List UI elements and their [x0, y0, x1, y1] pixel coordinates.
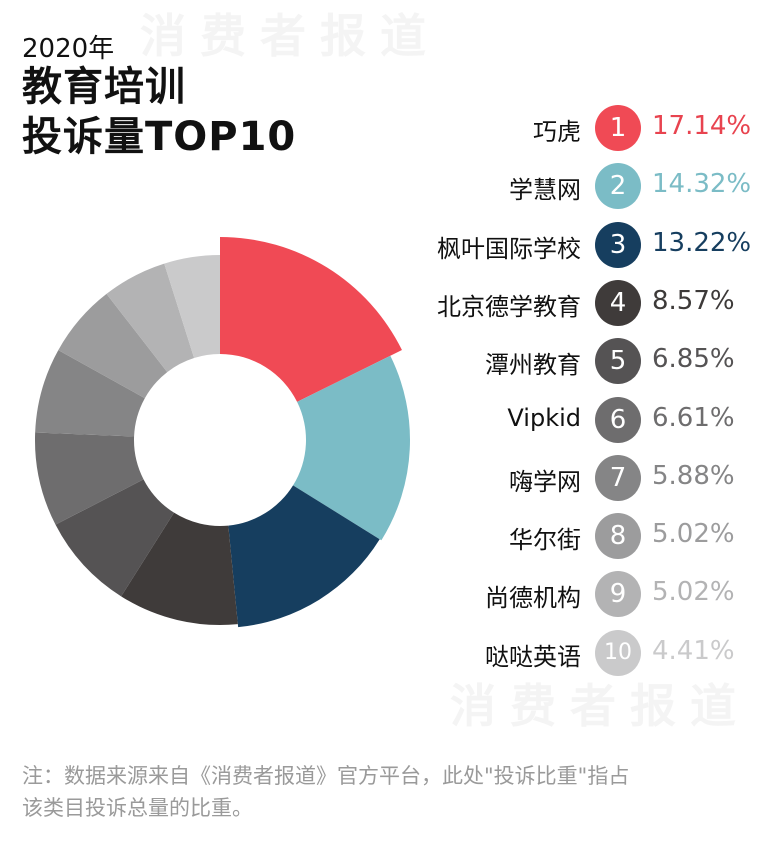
donut-slice: [58, 293, 168, 399]
legend-item: 北京德学教育 4 8.57%: [400, 278, 771, 336]
watermark-top: 消费者报道: [140, 9, 440, 63]
legend-item: 哒哒英语 10 4.41%: [400, 628, 771, 686]
legend-name: 华尔街: [509, 526, 581, 555]
legend-item: 巧虎 1 17.14%: [400, 103, 771, 161]
legend-percent: 8.57%: [652, 285, 735, 316]
watermark-bottom: 消费者报道: [450, 679, 750, 733]
legend-item: 嗨学网 7 5.88%: [400, 453, 771, 511]
legend-percent: 14.32%: [652, 169, 752, 200]
year-label: 2020年: [22, 34, 115, 64]
donut-slice: [35, 350, 145, 437]
donut-slice: [34, 432, 144, 525]
legend-name: 北京德学教育: [437, 292, 581, 321]
legend-percent: 4.41%: [652, 635, 735, 666]
title-line-1: 教育培训: [22, 64, 186, 110]
legend-name: 学慧网: [509, 176, 581, 205]
legend-name: 枫叶国际学校: [437, 234, 581, 263]
legend-percent: 5.02%: [652, 519, 735, 550]
legend-percent: 17.14%: [652, 111, 752, 141]
title-line-2: 投诉量TOP10: [22, 114, 297, 160]
rank-badge: 5: [595, 338, 641, 385]
legend-percent: 13.22%: [652, 227, 752, 258]
page-title: 教育培训 投诉量TOP10: [22, 62, 296, 162]
legend-percent: 6.85%: [652, 344, 735, 375]
legend-item: Vipkid 6 6.61%: [400, 395, 771, 453]
legend-item: 尚德机构 9 5.02%: [400, 569, 771, 627]
legend-name: 潭州教育: [485, 351, 581, 380]
legend-percent: 5.02%: [652, 577, 735, 608]
rank-badge: 10: [595, 629, 641, 676]
rank-badge: 9: [595, 571, 641, 618]
legend-item: 学慧网 2 14.32%: [400, 161, 771, 219]
rank-badge: 7: [595, 454, 641, 501]
legend-name: 尚德机构: [485, 584, 581, 613]
rank-badge: 3: [595, 221, 641, 268]
donut-slice: [121, 512, 238, 625]
donut-slice: [220, 237, 402, 402]
rank-badge: 1: [595, 105, 641, 151]
donut-slice: [106, 263, 195, 373]
rank-badge: 8: [595, 513, 641, 560]
footnote: 注：数据来源来自《消费者报道》官方平台，此处"投诉比重"指占 该类目投诉总量的比…: [22, 760, 762, 824]
donut-slice: [55, 479, 175, 597]
legend-name: 嗨学网: [509, 467, 581, 496]
legend-name: Vipkid: [507, 403, 581, 432]
legend-name: 哒哒英语: [485, 642, 581, 671]
legend-item: 枫叶国际学校 3 13.22%: [400, 220, 771, 278]
donut-chart: [34, 237, 410, 628]
donut-slice: [164, 255, 220, 358]
rank-badge: 4: [595, 279, 641, 326]
legend-name: 巧虎: [533, 118, 581, 146]
rank-badge: 2: [595, 163, 641, 210]
legend-item: 华尔街 8 5.02%: [400, 511, 771, 569]
legend-percent: 6.61%: [652, 402, 735, 433]
legend-item: 潭州教育 5 6.85%: [400, 336, 771, 394]
footnote-line-1: 注：数据来源来自《消费者报道》官方平台，此处"投诉比重"指占: [22, 764, 630, 788]
rank-badge: 6: [595, 396, 641, 443]
legend-percent: 5.88%: [652, 460, 735, 491]
donut-slice: [293, 355, 410, 541]
donut-slice: [228, 485, 380, 628]
footnote-line-2: 该类目投诉总量的比重。: [22, 796, 253, 820]
